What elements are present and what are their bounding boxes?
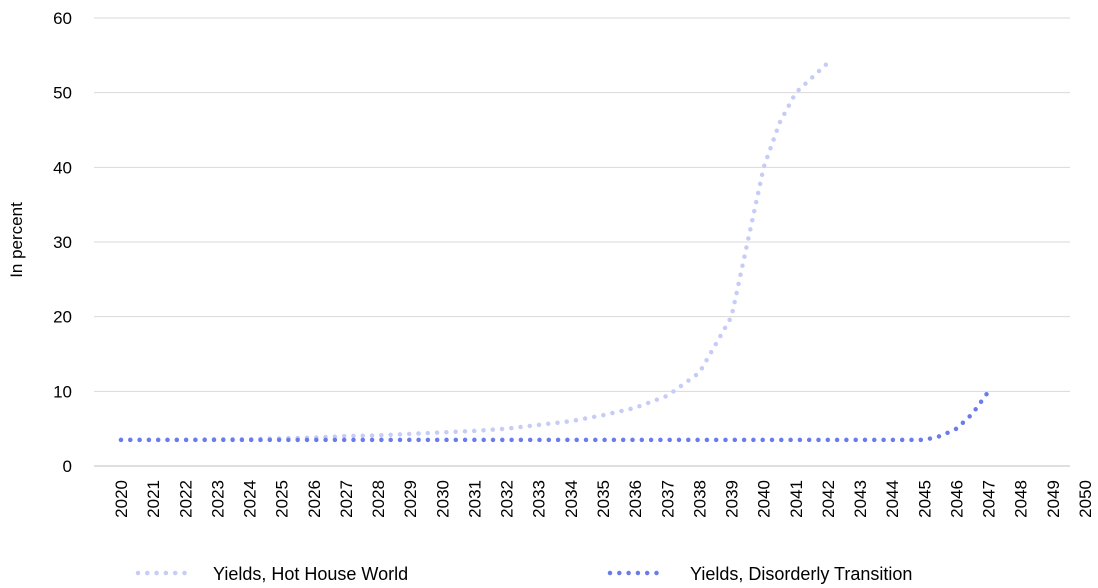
x-tick-label: 2050 bbox=[1076, 480, 1095, 518]
legend-label: Yields, Hot House World bbox=[213, 564, 408, 584]
x-tick-label: 2045 bbox=[915, 480, 934, 518]
y-tick-label: 40 bbox=[53, 158, 72, 177]
x-tick-label: 2046 bbox=[947, 480, 966, 518]
series-line bbox=[118, 60, 831, 443]
x-tick-label: 2049 bbox=[1044, 480, 1063, 518]
x-tick-label: 2048 bbox=[1012, 480, 1031, 518]
y-tick-label: 30 bbox=[53, 233, 72, 252]
series-hot-house-world bbox=[118, 60, 831, 443]
x-tick-label: 2020 bbox=[112, 480, 131, 518]
y-axis-ticks: 0 10 20 30 40 50 60 bbox=[53, 9, 72, 476]
y-tick-label: 10 bbox=[53, 382, 72, 401]
x-tick-label: 2033 bbox=[530, 480, 549, 518]
x-tick-label: 2037 bbox=[658, 480, 677, 518]
x-tick-label: 2039 bbox=[723, 480, 742, 518]
y-tick-label: 50 bbox=[53, 84, 72, 103]
x-tick-label: 2043 bbox=[851, 480, 870, 518]
x-tick-label: 2027 bbox=[337, 480, 356, 518]
legend-item: Yields, Hot House World bbox=[135, 564, 408, 584]
x-tick-label: 2026 bbox=[305, 480, 324, 518]
legend-item: Yields, Disorderly Transition bbox=[607, 564, 912, 584]
x-tick-label: 2031 bbox=[465, 480, 484, 518]
x-tick-label: 2030 bbox=[433, 480, 452, 518]
y-tick-label: 20 bbox=[53, 308, 72, 327]
x-axis-ticks: 2020 2021 2022 2023 2024 2025 2026 2027 2028 2029… bbox=[112, 480, 1095, 518]
x-tick-label: 2021 bbox=[144, 480, 163, 518]
x-tick-label: 2024 bbox=[241, 480, 260, 518]
x-tick-label: 2028 bbox=[369, 480, 388, 518]
x-tick-label: 2041 bbox=[787, 480, 806, 518]
series-disorderly-transition bbox=[118, 389, 991, 443]
gridlines bbox=[94, 17, 1070, 467]
x-tick-label: 2035 bbox=[594, 480, 613, 518]
x-tick-label: 2023 bbox=[208, 480, 227, 518]
x-tick-label: 2042 bbox=[819, 480, 838, 518]
x-tick-label: 2038 bbox=[690, 480, 709, 518]
x-tick-label: 2036 bbox=[626, 480, 645, 518]
series-line bbox=[118, 389, 991, 443]
legend: Yields, Hot House World Yields, Disorderl… bbox=[135, 564, 912, 584]
x-tick-label: 2032 bbox=[498, 480, 517, 518]
x-tick-label: 2022 bbox=[176, 480, 195, 518]
x-tick-label: 2044 bbox=[883, 480, 902, 518]
x-tick-label: 2040 bbox=[755, 480, 774, 518]
x-tick-label: 2047 bbox=[980, 480, 999, 518]
x-tick-label: 2025 bbox=[273, 480, 292, 518]
series-lines bbox=[118, 60, 991, 443]
x-tick-label: 2034 bbox=[562, 480, 581, 518]
y-axis-title: In percent bbox=[7, 202, 26, 278]
x-tick-label: 2029 bbox=[401, 480, 420, 518]
y-tick-label: 60 bbox=[53, 9, 72, 28]
legend-label: Yields, Disorderly Transition bbox=[690, 564, 912, 584]
y-tick-label: 0 bbox=[63, 457, 72, 476]
